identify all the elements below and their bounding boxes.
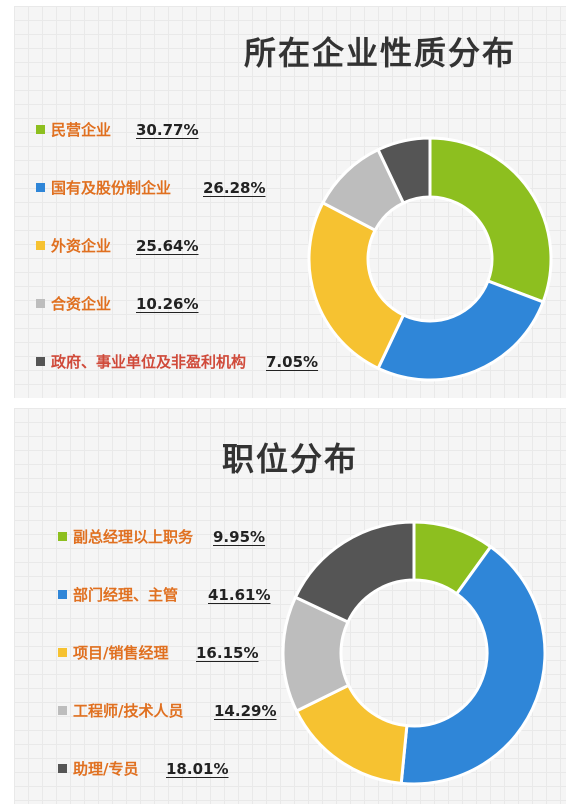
legend-value: 10.26% [136, 295, 199, 313]
legend-label: 政府、事业单位及非盈利机构 [51, 353, 247, 371]
legend-swatch [58, 532, 67, 541]
legend-value: 25.64% [136, 237, 199, 255]
donut-slice [428, 136, 553, 304]
legend-value: 14.29% [214, 702, 277, 720]
legend-value: 41.61% [208, 586, 271, 604]
legend-label: 国有及股份制企业 [51, 179, 172, 197]
donut-slice [376, 136, 432, 205]
legend-label: 助理/专员 [73, 760, 139, 778]
legend-label: 部门经理、主管 [73, 586, 179, 604]
legend-label: 合资企业 [51, 295, 112, 313]
donut-slice [307, 200, 406, 371]
donut-slice [376, 279, 546, 382]
legend-value: 16.15% [196, 644, 259, 662]
legend-label: 民营企业 [51, 121, 112, 139]
donut-chart [281, 520, 547, 786]
legend-swatch [36, 299, 45, 308]
chart-title: 职位分布 [221, 440, 358, 478]
legend-label: 外资企业 [51, 237, 112, 255]
legend-swatch [58, 764, 67, 773]
position-panel: 职位分布 副总经理以上职务 9.95% 部门经理、主管 41.61% 项目/销售经理 16… [14, 408, 566, 804]
legend-label: 副总经理以上职务 [73, 528, 194, 546]
legend-swatch [36, 357, 45, 366]
chart-title: 所在企业性质分布 [243, 34, 516, 72]
donut-slice [399, 544, 547, 786]
legend-label: 工程师/技术人员 [73, 702, 184, 720]
legend-swatch [36, 183, 45, 192]
donut-chart [307, 136, 553, 382]
legend-value: 7.05% [266, 353, 319, 371]
company-type-panel: 所在企业性质分布 民营企业 30.77% 国有及股份制企业 26.28% 外资企业 25.… [14, 6, 566, 398]
legend-value: 30.77% [136, 121, 199, 139]
legend-swatch [58, 706, 67, 715]
donut-slice [293, 520, 416, 624]
legend-swatch [36, 125, 45, 134]
legend-value: 18.01% [166, 760, 229, 778]
legend-swatch [36, 241, 45, 250]
legend-value: 26.28% [203, 179, 266, 197]
legend-value: 9.95% [213, 528, 266, 546]
legend-swatch [58, 648, 67, 657]
legend-swatch [58, 590, 67, 599]
legend-label: 项目/销售经理 [73, 644, 169, 662]
